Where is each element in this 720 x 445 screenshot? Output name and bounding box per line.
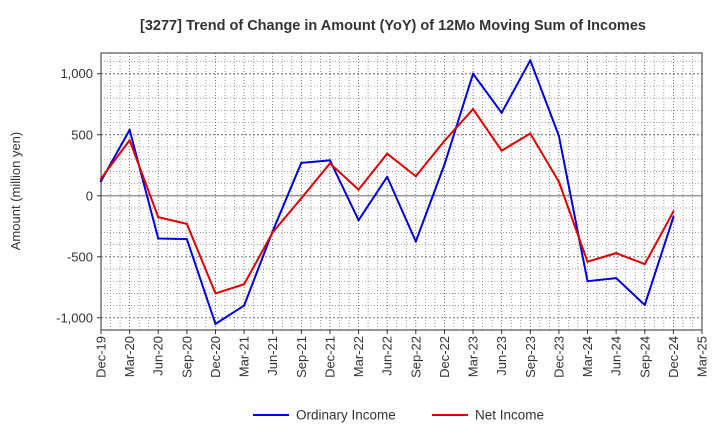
series-point-ordinary-income [128, 128, 131, 131]
x-tick-label: Jun-20 [151, 336, 166, 376]
series-point-ordinary-income [214, 322, 217, 325]
y-tick-label: 0 [86, 188, 93, 203]
x-tick-label: Jun-23 [494, 336, 509, 376]
x-tick-label: Dec-20 [208, 336, 223, 378]
legend: Ordinary Income Net Income [253, 408, 544, 423]
grid-layer [101, 53, 702, 331]
series-point-ordinary-income [500, 111, 503, 114]
plot-frame [100, 52, 703, 331]
series-point-net-income [271, 231, 274, 234]
y-tick-label: -500 [67, 249, 93, 264]
series-point-ordinary-income [328, 159, 332, 162]
x-tick-label: Jun-24 [609, 336, 624, 376]
x-tick-label: Sep-21 [294, 336, 309, 378]
x-tick-label: Jun-21 [265, 336, 280, 376]
series-point-ordinary-income [443, 163, 446, 166]
series-point-net-income [99, 177, 103, 180]
x-tick-label: Mar-21 [237, 336, 252, 377]
series-point-net-income [242, 283, 246, 286]
series-point-net-income [672, 210, 675, 213]
legend-label-ordinary-income: Ordinary Income [296, 408, 396, 423]
series-point-ordinary-income [586, 280, 589, 283]
series-point-ordinary-income [157, 237, 160, 240]
series-point-ordinary-income [242, 304, 246, 307]
x-tick-label: Sep-20 [179, 336, 194, 378]
x-tick-label: Mar-20 [122, 336, 137, 377]
series-point-net-income [328, 162, 332, 165]
series-layer [99, 59, 675, 325]
series-point-ordinary-income [99, 180, 103, 183]
series-point-ordinary-income [557, 134, 561, 138]
series-point-net-income [386, 152, 389, 155]
x-tick-label: Sep-23 [523, 336, 538, 378]
x-tick-label: Dec-19 [94, 336, 109, 378]
x-tick-label: Sep-24 [637, 336, 652, 378]
y-axis-label: Amount (million yen) [8, 132, 23, 251]
x-tick-label: Mar-23 [466, 336, 481, 377]
series-point-net-income [357, 188, 360, 191]
series-point-net-income [615, 252, 618, 255]
series-point-net-income [643, 263, 646, 266]
series-point-net-income [157, 216, 160, 219]
series-point-ordinary-income [185, 237, 188, 241]
x-tick-label: Dec-23 [551, 336, 566, 378]
series-point-ordinary-income [529, 59, 532, 62]
x-tick-label: Mar-24 [580, 336, 595, 377]
series-point-net-income [300, 197, 303, 200]
series-point-ordinary-income [672, 216, 675, 219]
series-point-net-income [557, 180, 561, 183]
series-point-net-income [214, 292, 217, 295]
series-point-net-income [529, 132, 532, 135]
series-point-ordinary-income [386, 175, 389, 178]
series-point-ordinary-income [300, 161, 303, 164]
series-point-ordinary-income [357, 219, 360, 222]
x-tick-label: Mar-25 [695, 336, 710, 377]
y-tick-label: -1,000 [56, 310, 93, 325]
series-point-net-income [586, 260, 589, 263]
series-point-ordinary-income [471, 72, 475, 75]
series-point-net-income [414, 175, 417, 178]
legend-label-net-income: Net Income [475, 408, 544, 423]
chart-title: [3277] Trend of Change in Amount (YoY) o… [140, 18, 646, 34]
x-tick-label: Dec-22 [437, 336, 452, 378]
series-point-net-income [471, 108, 475, 111]
y-tick-label: 500 [71, 127, 93, 142]
series-point-net-income [185, 222, 188, 225]
series-point-ordinary-income [615, 277, 618, 280]
y-tick-label: 1,000 [60, 66, 93, 81]
x-tick-label: Dec-21 [322, 336, 337, 378]
plot-area [101, 53, 702, 330]
x-tick-label: Jun-22 [380, 336, 395, 376]
series-point-ordinary-income [643, 303, 646, 307]
x-tick-label: Mar-22 [351, 336, 366, 377]
series-point-net-income [128, 139, 131, 142]
series-point-net-income [443, 139, 446, 142]
series-point-ordinary-income [414, 240, 417, 243]
x-tick-label: Dec-24 [666, 336, 681, 378]
x-tick-label: Sep-22 [408, 336, 423, 378]
series-point-net-income [500, 149, 503, 152]
